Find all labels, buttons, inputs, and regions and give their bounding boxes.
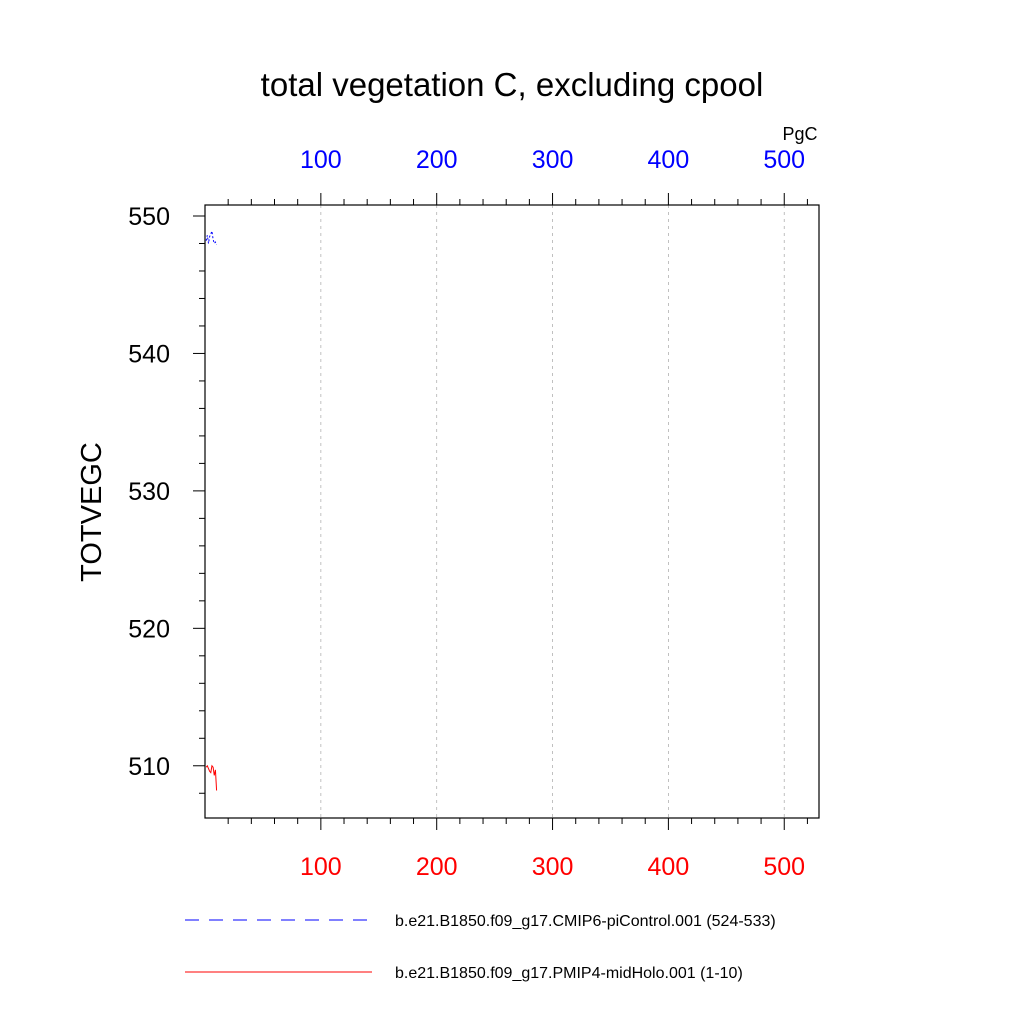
x-bottom-tick-label-3: 400: [648, 853, 690, 881]
legend-label-midholo: b.e21.B1850.f09_g17.PMIP4-midHolo.001 (1…: [395, 965, 743, 982]
x-top-tick-label-3: 400: [648, 146, 690, 174]
y-axis-label: TOTVEGC: [76, 442, 108, 582]
axis-ticks: [193, 193, 808, 830]
x-top-tick-label-2: 300: [532, 146, 574, 174]
y-tick-label-4: 550: [128, 203, 170, 231]
y-tick-label-2: 530: [128, 478, 170, 506]
top-x-tick-labels: 100 200 300 400 500: [300, 146, 805, 174]
x-top-tick-label-0: 100: [300, 146, 342, 174]
x-bottom-tick-label-4: 500: [763, 853, 805, 881]
bottom-x-tick-labels: 100 200 300 400 500: [300, 853, 805, 881]
x-bottom-tick-label-1: 200: [416, 853, 458, 881]
y-tick-label-3: 540: [128, 340, 170, 368]
grid-lines: [320, 205, 785, 818]
x-top-tick-label-4: 500: [763, 146, 805, 174]
x-bottom-tick-label-0: 100: [300, 853, 342, 881]
chart-title: total vegetation C, excluding cpool: [261, 66, 764, 103]
y-tick-labels: 510 520 530 540 550: [128, 203, 170, 781]
x-top-tick-label-1: 200: [416, 146, 458, 174]
units-label: PgC: [782, 124, 817, 144]
legend-label-picontrol: b.e21.B1850.f09_g17.CMIP6-piControl.001 …: [395, 913, 776, 930]
series-line-1: [205, 764, 218, 791]
legend: b.e21.B1850.f09_g17.CMIP6-piControl.001 …: [185, 913, 776, 982]
y-tick-label-1: 520: [128, 615, 170, 643]
plot-frame: [204, 204, 820, 819]
series-line-0: [205, 229, 218, 246]
y-tick-label-0: 510: [128, 753, 170, 781]
series-lines: [205, 229, 218, 791]
x-bottom-tick-label-2: 300: [532, 853, 574, 881]
